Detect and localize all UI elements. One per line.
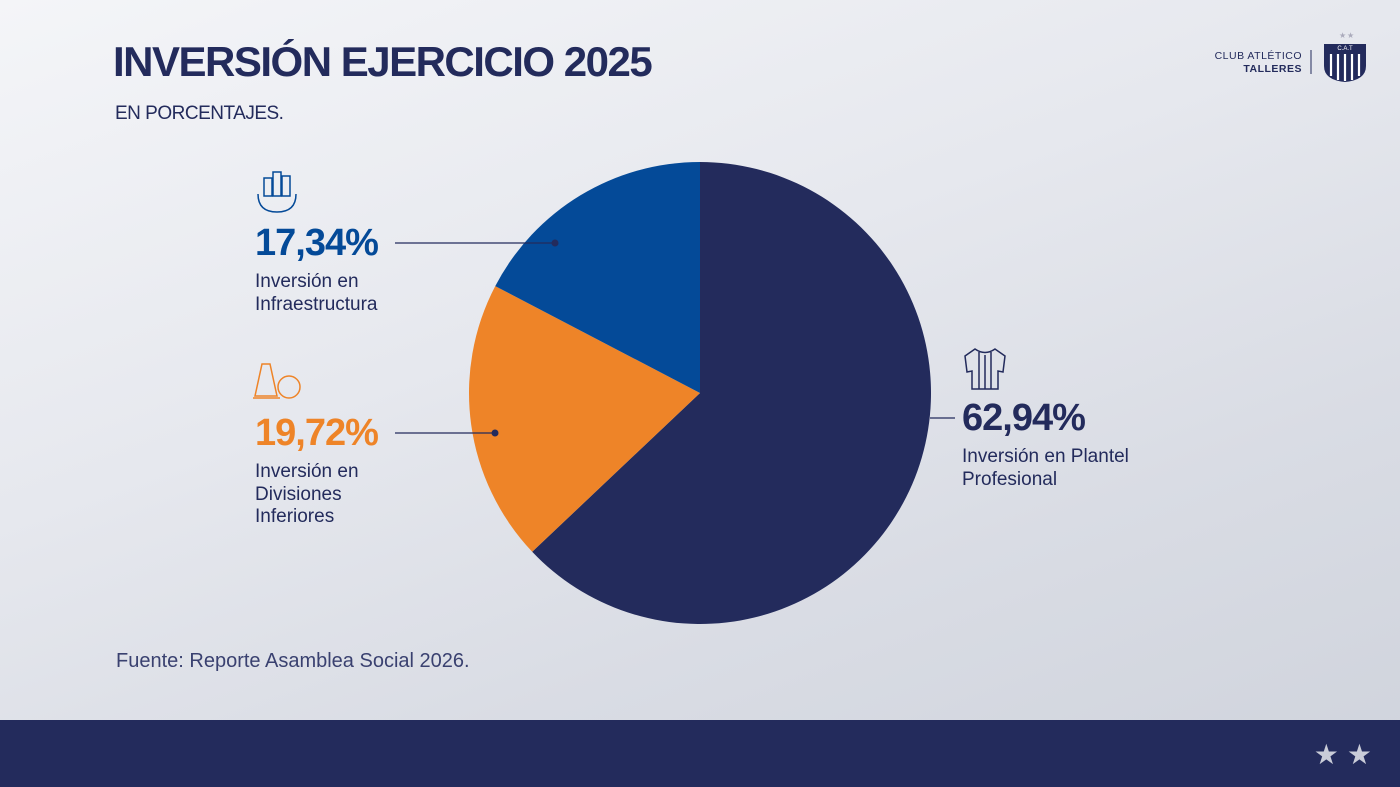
pie-slice bbox=[495, 162, 700, 393]
value-label: 62,94% bbox=[962, 397, 1086, 439]
logo-text: TALLERES bbox=[1243, 63, 1302, 75]
source: Fuente: Reporte Asamblea Social 2026. bbox=[116, 650, 470, 672]
leader-dot bbox=[551, 239, 559, 247]
pie-slice bbox=[468, 286, 700, 552]
title: INVERSIÓN EJERCICIO 2025 bbox=[113, 38, 653, 85]
svg-text:★: ★ bbox=[1347, 31, 1354, 40]
subtitle: EN PORCENTAJES. bbox=[115, 103, 284, 124]
category-label: Inversión en Divisiones Inferiores bbox=[255, 461, 359, 527]
leader-dot bbox=[491, 429, 499, 437]
svg-text:★: ★ bbox=[1339, 31, 1346, 40]
value-label: 17,34% bbox=[255, 222, 379, 264]
icon-infra bbox=[257, 171, 297, 213]
icon-shirt bbox=[964, 348, 1006, 390]
slice-label: 19,72% Inversión en Divisiones Inferiores bbox=[255, 413, 380, 529]
pie-slice bbox=[532, 162, 931, 624]
logo-badge: C.A.T ★ ★ bbox=[1324, 31, 1366, 82]
badge-text: C.A.T bbox=[1337, 46, 1353, 52]
icon-cone bbox=[253, 363, 301, 399]
slice-label: 62,94% Inversión en Plantel Profesional bbox=[962, 398, 1147, 491]
value-label: 19,72% bbox=[255, 412, 379, 454]
category-label: Inversión en Plantel Profesional bbox=[962, 446, 1129, 490]
logo-text: CLUB ATLÉTICO bbox=[1214, 50, 1302, 62]
footer-bar: ★★ bbox=[0, 720, 1400, 787]
stars: ★★ bbox=[1313, 739, 1380, 770]
slice-label: 17,34% Inversión en Infraestructura bbox=[255, 223, 405, 316]
category-label: Inversión en Infraestructura bbox=[255, 271, 378, 315]
